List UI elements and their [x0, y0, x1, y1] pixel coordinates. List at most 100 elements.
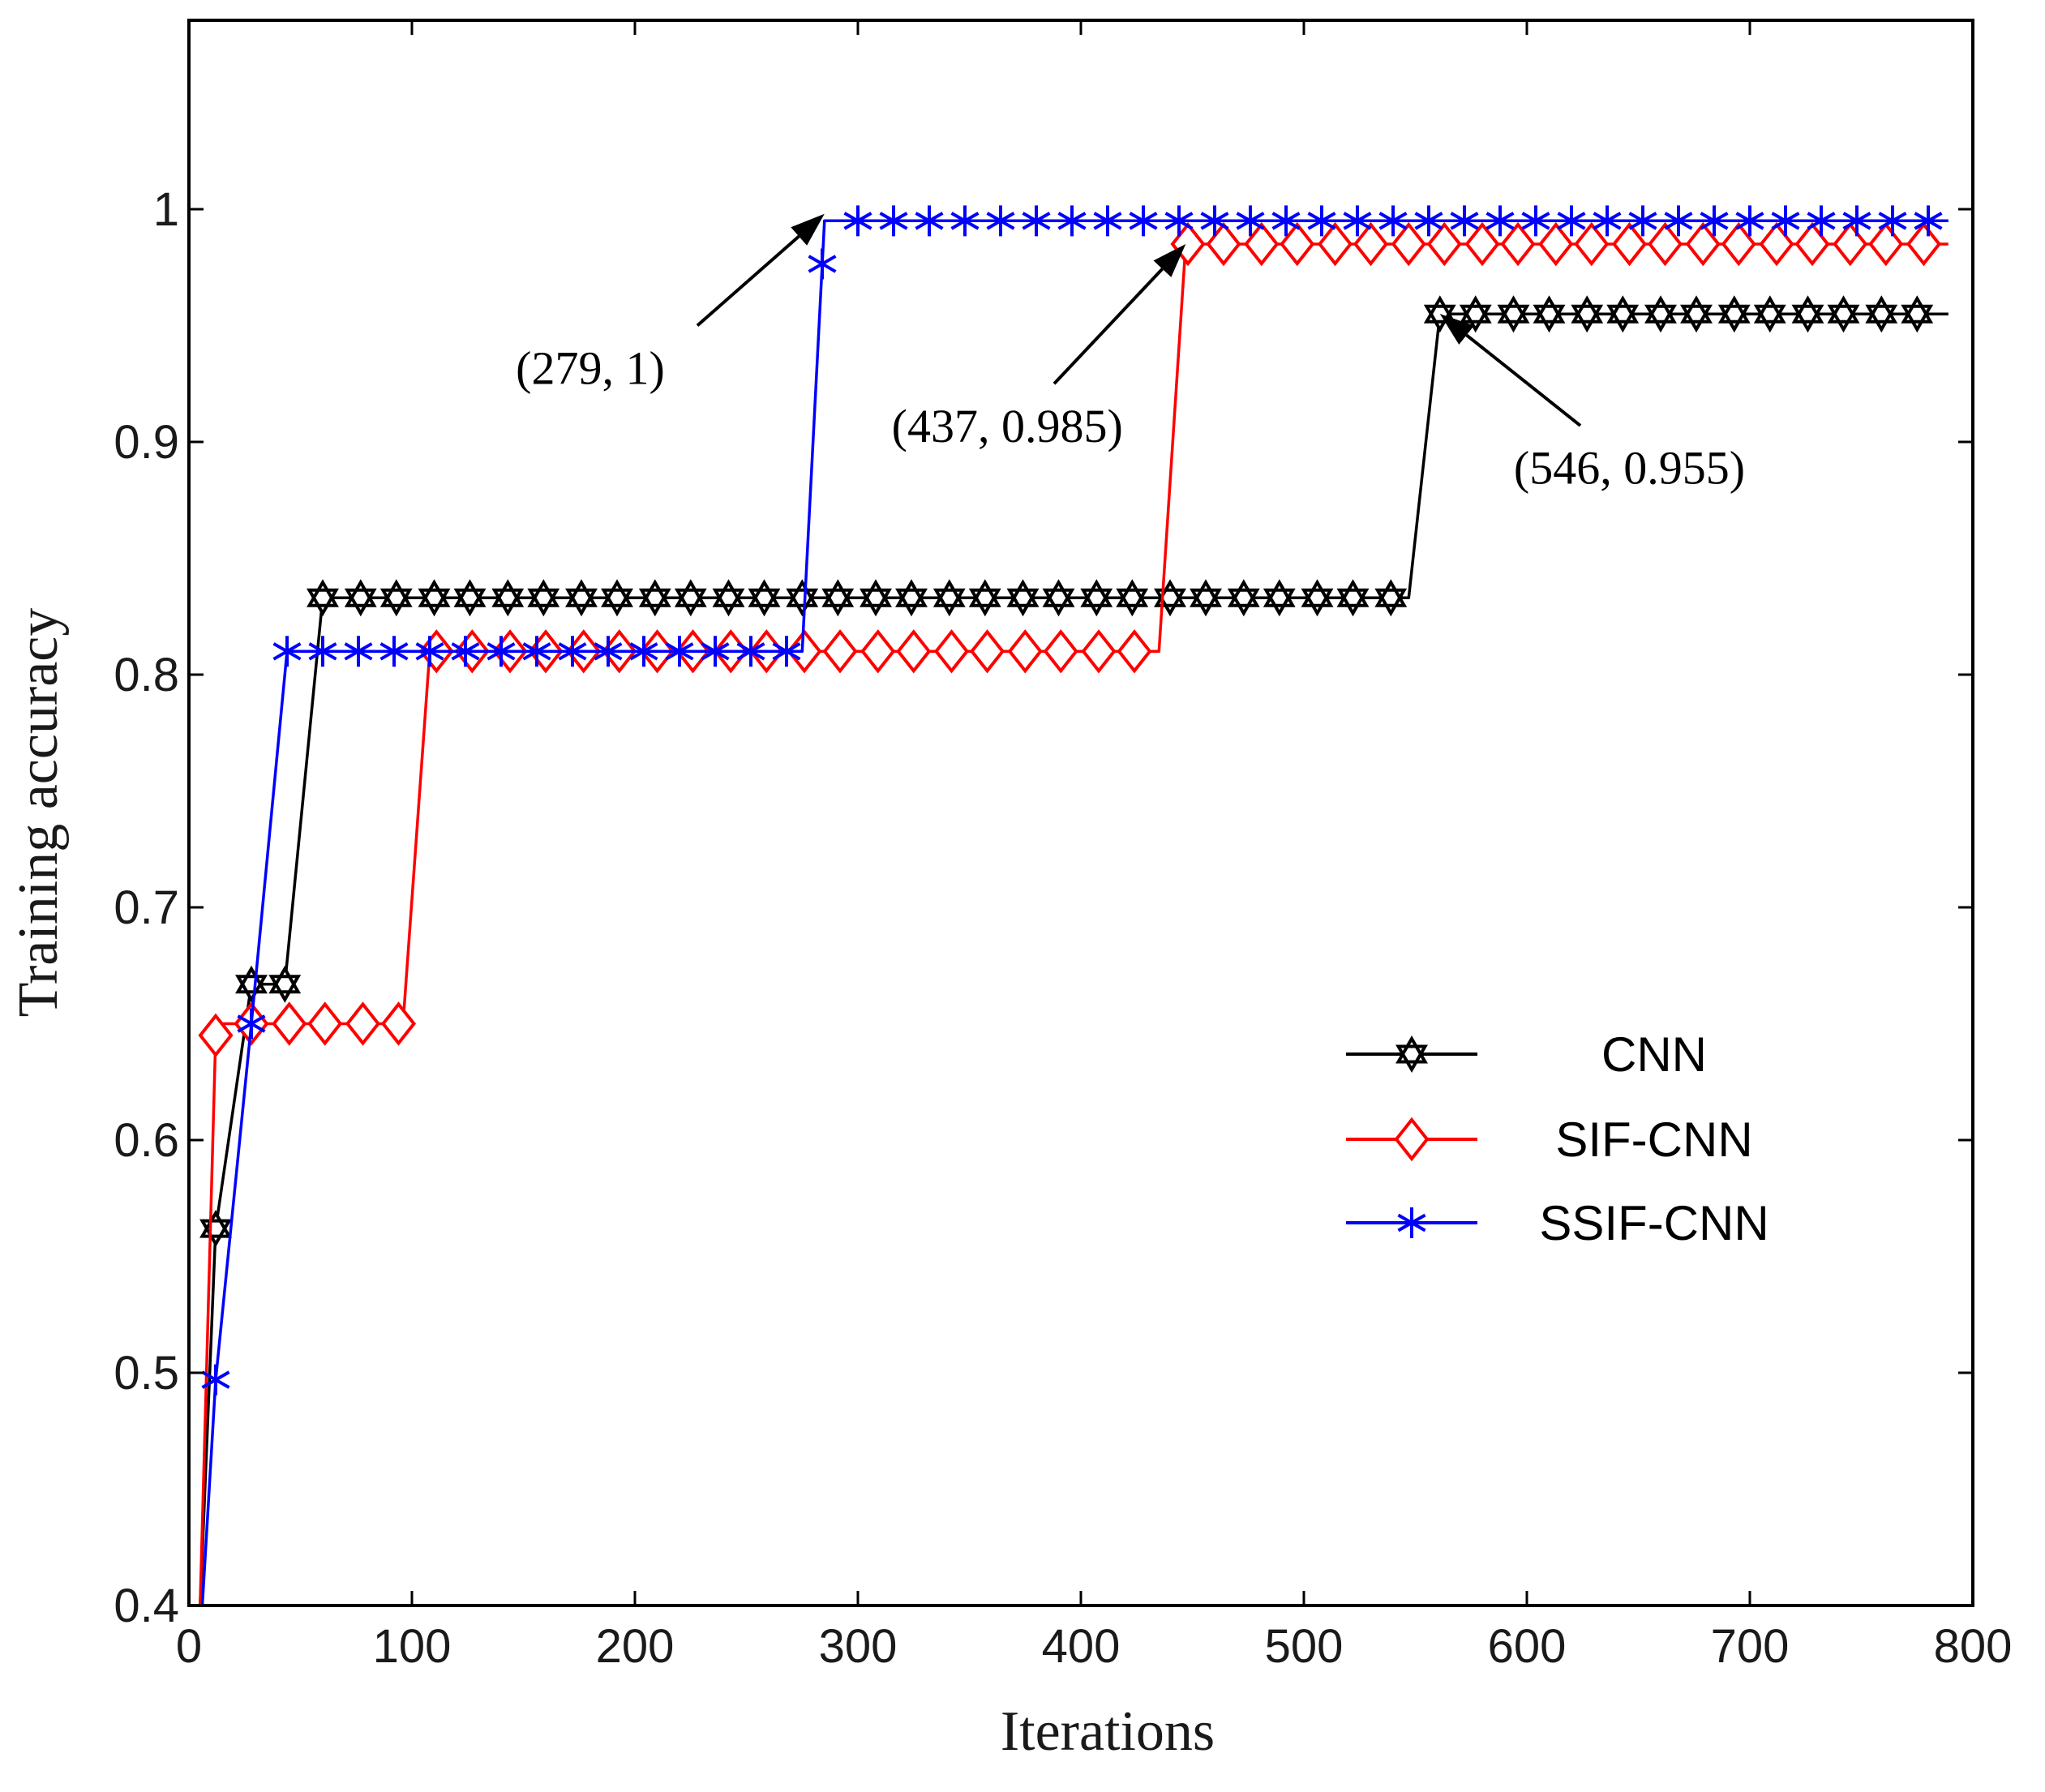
- data-point-cnn: [453, 579, 487, 617]
- data-point-ssif-cnn: [879, 205, 908, 237]
- data-point-ssif-cnn: [772, 636, 801, 667]
- data-point-ssif-cnn: [594, 636, 623, 667]
- data-point-cnn: [565, 579, 598, 617]
- data-point-ssif-cnn: [1700, 205, 1729, 237]
- data-point-sif-cnn: [1794, 221, 1830, 267]
- data-point-sif-cnn: [1906, 221, 1942, 267]
- data-point-ssif-cnn: [843, 205, 872, 237]
- x-axis-title: Iterations: [1001, 1700, 1215, 1763]
- data-point-sif-cnn: [822, 629, 858, 674]
- plot-marks: [198, 205, 1949, 1606]
- annotation-arrow: [1053, 268, 1164, 385]
- x-tick-label: 600: [1488, 1620, 1567, 1673]
- data-point-cnn: [1606, 295, 1640, 333]
- data-point-sif-cnn: [1868, 221, 1904, 267]
- x-tick-label: 500: [1265, 1620, 1344, 1673]
- data-point-cnn: [1116, 579, 1149, 617]
- data-point-cnn: [712, 579, 745, 617]
- x-tick-label: 100: [373, 1620, 452, 1673]
- data-point-cnn: [199, 1210, 232, 1248]
- data-point-cnn: [379, 579, 413, 617]
- data-point-cnn: [1680, 295, 1713, 333]
- data-point-cnn: [1301, 579, 1334, 617]
- data-point-sif-cnn: [1464, 221, 1500, 267]
- data-point-cnn: [1263, 579, 1296, 617]
- data-point-sif-cnn: [1426, 221, 1462, 267]
- data-point-cnn: [268, 965, 302, 1003]
- data-point-ssif-cnn: [986, 205, 1015, 237]
- data-point-ssif-cnn: [415, 636, 444, 667]
- data-point-ssif-cnn: [1164, 205, 1194, 237]
- data-point-cnn: [860, 579, 892, 617]
- y-tick-label: 0.5: [114, 1347, 179, 1400]
- data-point-cnn: [1042, 579, 1075, 617]
- data-point-cnn: [1865, 295, 1898, 333]
- data-point-ssif-cnn: [487, 636, 516, 667]
- data-point-sif-cnn: [933, 629, 970, 674]
- data-point-ssif-cnn: [1521, 205, 1550, 237]
- data-point-sif-cnn: [1244, 221, 1280, 267]
- data-point-sif-cnn: [1833, 221, 1868, 267]
- data-point-ssif-cnn: [1236, 205, 1265, 237]
- data-point-ssif-cnn: [808, 248, 837, 280]
- data-point-sif-cnn: [1007, 629, 1043, 674]
- x-tick-label: 200: [596, 1620, 675, 1673]
- annotation-arrowhead: [1153, 244, 1186, 277]
- x-tick-label: 800: [1934, 1620, 2013, 1673]
- data-point-sif-cnn: [1117, 629, 1152, 674]
- data-point-cnn: [748, 579, 781, 617]
- data-point-cnn: [307, 579, 339, 617]
- data-point-cnn: [968, 579, 1001, 617]
- data-point-sif-cnn: [1391, 221, 1426, 267]
- data-point-cnn: [1901, 295, 1934, 333]
- annotations: (279, 1) (437, 0.985) (546, 0.955): [516, 213, 1745, 495]
- data-point-cnn: [1791, 295, 1824, 333]
- data-point-cnn: [786, 579, 819, 617]
- annotation-label: (279, 1): [516, 341, 665, 394]
- data-point-sif-cnn: [198, 1013, 234, 1058]
- x-tick-label: 700: [1711, 1620, 1790, 1673]
- data-point-cnn: [1753, 295, 1786, 333]
- data-point-ssif-cnn: [1842, 205, 1871, 237]
- data-point-cnn: [1497, 295, 1530, 333]
- data-point-cnn: [1717, 295, 1751, 333]
- data-point-ssif-cnn: [629, 636, 658, 667]
- data-point-ssif-cnn: [1271, 205, 1301, 237]
- data-point-cnn: [638, 579, 671, 617]
- data-point-ssif-cnn: [379, 636, 409, 667]
- data-point-cnn: [1644, 295, 1677, 333]
- data-point-cnn: [491, 579, 525, 617]
- data-point-ssif-cnn: [1771, 205, 1800, 237]
- data-point-sif-cnn: [1685, 221, 1721, 267]
- data-point-sif-cnn: [896, 629, 932, 674]
- data-point-sif-cnn: [1280, 221, 1315, 267]
- data-point-sif-cnn: [380, 1001, 417, 1046]
- y-tick-label: 0.8: [114, 649, 179, 701]
- data-point-cnn: [1459, 295, 1492, 333]
- data-point-ssif-cnn: [950, 205, 980, 237]
- data-point-ssif-cnn: [1343, 205, 1372, 237]
- data-point-cnn: [1080, 579, 1113, 617]
- data-point-sif-cnn: [1759, 221, 1794, 267]
- data-point-ssif-cnn: [308, 636, 337, 667]
- data-point-ssif-cnn: [522, 636, 551, 667]
- data-point-cnn: [527, 579, 560, 617]
- data-point-ssif-cnn: [272, 636, 302, 667]
- data-point-ssif-cnn: [237, 1008, 266, 1040]
- data-point-ssif-cnn: [1450, 205, 1479, 237]
- y-axis-title: Training accuracy: [7, 608, 70, 1018]
- data-point-sif-cnn: [1611, 221, 1648, 267]
- data-point-sif-cnn: [1721, 221, 1756, 267]
- data-point-sif-cnn: [1647, 221, 1683, 267]
- y-tick-label: 0.7: [114, 881, 179, 934]
- plot-frame: [187, 19, 1974, 1607]
- data-point-cnn: [1827, 295, 1860, 333]
- data-point-cnn: [1374, 579, 1408, 617]
- annotation-arrow: [1465, 333, 1582, 427]
- y-tick-label: 0.6: [114, 1114, 179, 1167]
- data-point-ssif-cnn: [1914, 205, 1943, 237]
- data-point-cnn: [932, 579, 966, 617]
- data-point-cnn: [601, 579, 633, 617]
- y-tick-label: 0.4: [114, 1580, 179, 1632]
- annotation-label: (437, 0.985): [892, 400, 1123, 452]
